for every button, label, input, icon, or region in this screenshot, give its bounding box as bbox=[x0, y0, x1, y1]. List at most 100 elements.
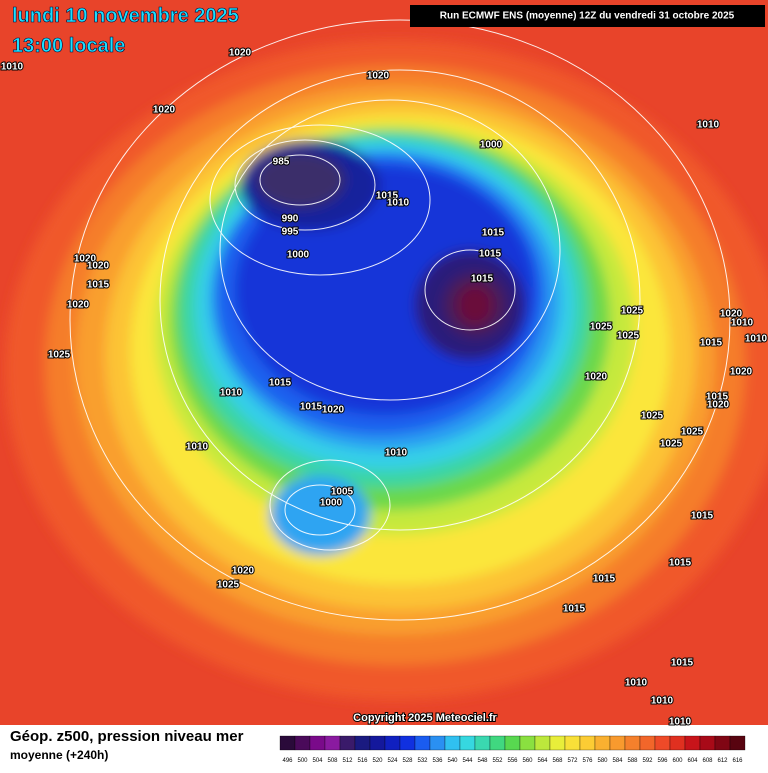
isobar-label: 1000 bbox=[320, 498, 343, 509]
isobar-label: 1010 bbox=[1, 62, 24, 73]
run-box bbox=[410, 5, 765, 27]
colorbar-label: 496 bbox=[282, 758, 293, 764]
colorbar-label: 524 bbox=[387, 758, 398, 764]
isobar-label: 1010 bbox=[186, 442, 209, 453]
colorbar-cell bbox=[324, 735, 341, 751]
isobar-label: 1020 bbox=[585, 372, 608, 383]
colorbar-cell bbox=[729, 735, 746, 751]
isobar-label: 1020 bbox=[74, 254, 97, 265]
isobar-label: 1000 bbox=[287, 250, 310, 261]
time: 13:00 locale bbox=[12, 35, 125, 57]
colorbar-cell bbox=[354, 735, 371, 751]
footer-title: Géop. z500, pression niveau mer bbox=[10, 728, 244, 745]
footer-subtitle: moyenne (+240h) bbox=[10, 748, 108, 762]
isobar-label: 1010 bbox=[669, 717, 692, 728]
colorbar-label: 568 bbox=[552, 758, 563, 764]
colorbar-cell bbox=[684, 735, 701, 751]
isobar-label: 1020 bbox=[67, 300, 90, 311]
colorbar-label: 616 bbox=[732, 758, 743, 764]
colorbar-cell bbox=[444, 735, 461, 751]
isobar-label: 1000 bbox=[480, 140, 503, 151]
colorbar-cell bbox=[309, 735, 326, 751]
isobar-label: 995 bbox=[282, 227, 299, 238]
isobar-label: 1025 bbox=[48, 350, 71, 361]
isobar-label: 990 bbox=[282, 214, 299, 225]
colorbar-cell bbox=[534, 735, 551, 751]
colorbar-label: 596 bbox=[657, 758, 668, 764]
colorbar-cell bbox=[609, 735, 626, 751]
colorbar-label: 592 bbox=[642, 758, 653, 764]
colorbar-label: 608 bbox=[702, 758, 713, 764]
isobar-label: 1015 bbox=[482, 228, 505, 239]
isobar-label: 1015 bbox=[269, 378, 292, 389]
isobar-label: 1010 bbox=[625, 678, 648, 689]
colorbar-cell bbox=[639, 735, 656, 751]
colorbar-label: 580 bbox=[597, 758, 608, 764]
colorbar-label: 552 bbox=[492, 758, 503, 764]
colorbar-label: 572 bbox=[567, 758, 578, 764]
colorbar-label: 556 bbox=[507, 758, 518, 764]
isobar-label: 1015 bbox=[563, 604, 586, 615]
isobar-label: 1015 bbox=[593, 574, 616, 585]
colorbar-label: 564 bbox=[537, 758, 548, 764]
isobar-label: 1025 bbox=[641, 411, 664, 422]
colorbar-label: 560 bbox=[522, 758, 533, 764]
colorbar-cell bbox=[549, 735, 566, 751]
colorbar-label: 604 bbox=[687, 758, 698, 764]
colorbar: 496 500 504 508 512 516 520 524 528 532 536 540 544 5… bbox=[279, 735, 746, 764]
isobar-label: 1025 bbox=[217, 580, 240, 591]
colorbar-label: 536 bbox=[432, 758, 443, 764]
isobar-label: 1010 bbox=[387, 198, 410, 209]
colorbar-cell bbox=[699, 735, 716, 751]
isobar-label: 1020 bbox=[720, 309, 743, 320]
isobar-label: 1015 bbox=[479, 249, 502, 260]
colorbar-label: 600 bbox=[672, 758, 683, 764]
colorbar-label: 532 bbox=[417, 758, 428, 764]
isobar-label: 1005 bbox=[331, 487, 354, 498]
isobar-label: 1025 bbox=[681, 427, 704, 438]
isobar-label: 1010 bbox=[697, 120, 720, 131]
run-info: Run ECMWF ENS (moyenne) 12Z du vendredi … bbox=[440, 11, 735, 22]
isobar-label: 1015 bbox=[700, 338, 723, 349]
colorbar-cell bbox=[459, 735, 476, 751]
colorbar-cell bbox=[489, 735, 506, 751]
colorbar-label: 612 bbox=[717, 758, 728, 764]
colorbar-cell bbox=[294, 735, 311, 751]
colorbar-cell bbox=[714, 735, 731, 751]
copyright: Copyright 2025 Meteociel.fr bbox=[353, 712, 497, 724]
isobar-label: 1010 bbox=[220, 388, 243, 399]
isobar-label: 1015 bbox=[671, 658, 694, 669]
colorbar-label: 500 bbox=[297, 758, 308, 764]
isobar-label: 1020 bbox=[229, 48, 252, 59]
isobar-label: 1015 bbox=[691, 511, 714, 522]
colorbar-cell bbox=[594, 735, 611, 751]
isobar-labels: 1010102010201020101010009851015101099099… bbox=[0, 47, 768, 729]
date: lundi 10 novembre 2025 bbox=[12, 5, 239, 27]
isobar-label: 1010 bbox=[731, 318, 754, 329]
isobar-label: 1020 bbox=[367, 71, 390, 82]
isobar-label: 985 bbox=[273, 157, 290, 168]
isobar-label: 1020 bbox=[707, 400, 730, 411]
colorbar-cell bbox=[669, 735, 686, 751]
isobar-label: 1010 bbox=[745, 334, 768, 345]
colorbar-label: 576 bbox=[582, 758, 593, 764]
isobar-label: 1015 bbox=[669, 558, 692, 569]
colorbar-cell bbox=[474, 735, 491, 751]
colorbar-label: 516 bbox=[357, 758, 368, 764]
isobar-label: 1025 bbox=[590, 322, 613, 333]
isobar-label: 1015 bbox=[471, 274, 494, 285]
colorbar-label: 548 bbox=[477, 758, 488, 764]
isobar-label: 1020 bbox=[730, 367, 753, 378]
isobar-label: 1020 bbox=[322, 405, 345, 416]
colorbar-label: 508 bbox=[327, 758, 338, 764]
colorbar-cell bbox=[369, 735, 386, 751]
isobars bbox=[69, 19, 731, 621]
colorbar-label: 588 bbox=[627, 758, 638, 764]
colorbar-label: 540 bbox=[447, 758, 458, 764]
colorbar-cell bbox=[654, 735, 671, 751]
colorbar-label: 512 bbox=[342, 758, 353, 764]
isobar-label: 1010 bbox=[385, 448, 408, 459]
isobar-label: 1020 bbox=[232, 566, 255, 577]
colorbar-label: 528 bbox=[402, 758, 413, 764]
